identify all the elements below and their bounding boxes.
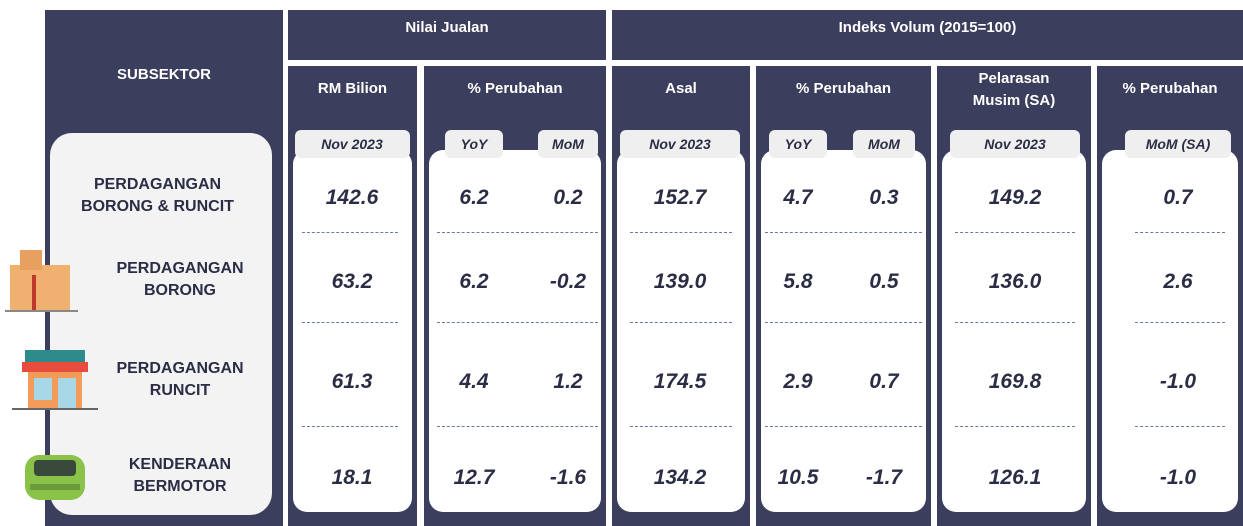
cell-value: 142.6: [325, 186, 379, 209]
cell-value: -1.0: [1159, 466, 1197, 489]
cell-value: -1.6: [549, 466, 587, 489]
row-separator: [302, 232, 398, 233]
period-label: MoM: [853, 130, 915, 158]
subheader: Musim (SA): [972, 92, 1056, 109]
cell-value: 2.9: [783, 370, 813, 393]
cell-value: 152.7: [653, 186, 707, 209]
period-label: MoM: [538, 130, 598, 158]
cell-value: 6.2: [459, 270, 489, 293]
row-separator: [955, 322, 1075, 323]
cell-value: 2.6: [1163, 270, 1193, 293]
period-label: MoM (SA): [1125, 130, 1231, 158]
cell-value: 61.3: [331, 370, 373, 393]
cell-value: 6.2: [459, 186, 489, 209]
cell-value: -0.2: [549, 270, 587, 293]
column-panel: [761, 150, 926, 512]
row-label-line: PERDAGANGAN: [93, 176, 222, 193]
row-separator: [630, 232, 732, 233]
cell-value: 169.8: [988, 370, 1042, 393]
cell-value: 12.7: [453, 466, 495, 489]
row-separator: [630, 322, 732, 323]
cell-value: 149.2: [988, 186, 1042, 209]
subsektor-header: SUBSEKTOR: [117, 66, 211, 83]
subheader: RM Bilion: [317, 80, 388, 97]
row-label-line: PERDAGANGAN: [116, 360, 244, 377]
cell-value: -1.0: [1159, 370, 1197, 393]
cell-value: 0.7: [869, 370, 899, 393]
subsektor-panel: [50, 133, 272, 515]
boxes-icon: [5, 250, 78, 312]
cell-value: 134.2: [653, 466, 707, 489]
cell-value: 1.2: [553, 370, 583, 393]
cell-value: 63.2: [331, 270, 373, 293]
column-panel: [429, 150, 601, 512]
column-panel: [942, 150, 1086, 512]
row-label-line: BERMOTOR: [133, 478, 227, 495]
row-separator: [1135, 232, 1225, 233]
nilai-jualan-header: Nilai Jualan: [288, 10, 606, 60]
subheader: % Perubahan: [795, 80, 892, 97]
period-label: Nov 2023: [620, 130, 740, 158]
cell-value: -1.7: [865, 466, 903, 489]
row-separator: [630, 426, 732, 427]
row-label: PERDAGANGAN RUNCIT: [95, 358, 265, 402]
period-label: Nov 2023: [950, 130, 1080, 158]
row-separator: [765, 232, 922, 233]
cell-value: 126.1: [988, 466, 1042, 489]
cell-value: 4.4: [459, 370, 489, 393]
cell-value: 136.0: [988, 270, 1042, 293]
row-label-line: BORONG & RUNCIT: [81, 198, 234, 215]
row-label-line: KENDERAAN: [128, 456, 232, 473]
row-separator: [1135, 322, 1225, 323]
row-separator: [437, 232, 598, 233]
cell-value: 0.2: [553, 186, 583, 209]
cell-value: 174.5: [653, 370, 707, 393]
cell-value: 18.1: [331, 466, 373, 489]
row-label: KENDERAAN BERMOTOR: [95, 454, 265, 498]
store-icon: [12, 350, 98, 410]
row-separator: [437, 322, 598, 323]
cell-value: 5.8: [783, 270, 813, 293]
column-panel: [1102, 150, 1238, 512]
row-label-line: BORONG: [144, 282, 216, 299]
column-panel: [617, 150, 745, 512]
subheader: Pelarasan: [978, 70, 1050, 87]
subheader: Asal: [665, 80, 697, 97]
cell-value: 139.0: [653, 270, 707, 293]
row-label-line: RUNCIT: [149, 382, 211, 399]
cell-value: 0.7: [1163, 186, 1193, 209]
period-label: YoY: [445, 130, 503, 158]
row-separator: [1135, 426, 1225, 427]
subheader: % Perubahan: [467, 80, 563, 97]
row-separator: [955, 426, 1075, 427]
row-separator: [437, 426, 598, 427]
car-icon: [25, 455, 85, 500]
row-label: PERDAGANGAN BORONG: [95, 258, 265, 302]
indeks-volum-header: Indeks Volum (2015=100): [612, 10, 1243, 60]
cell-value: 0.5: [869, 270, 899, 293]
row-separator: [765, 426, 922, 427]
row-label-line: PERDAGANGAN: [116, 260, 244, 277]
cell-value: 4.7: [783, 186, 813, 209]
row-label: PERDAGANGAN BORONG & RUNCIT: [60, 174, 255, 218]
cell-value: 10.5: [777, 466, 819, 489]
row-separator: [302, 322, 398, 323]
subheader: % Perubahan: [1122, 80, 1218, 97]
period-label: YoY: [769, 130, 827, 158]
row-separator: [765, 322, 922, 323]
period-label: Nov 2023: [294, 130, 410, 158]
row-separator: [302, 426, 398, 427]
column-panel: [293, 150, 412, 512]
cell-value: 0.3: [869, 186, 899, 209]
row-separator: [955, 232, 1075, 233]
